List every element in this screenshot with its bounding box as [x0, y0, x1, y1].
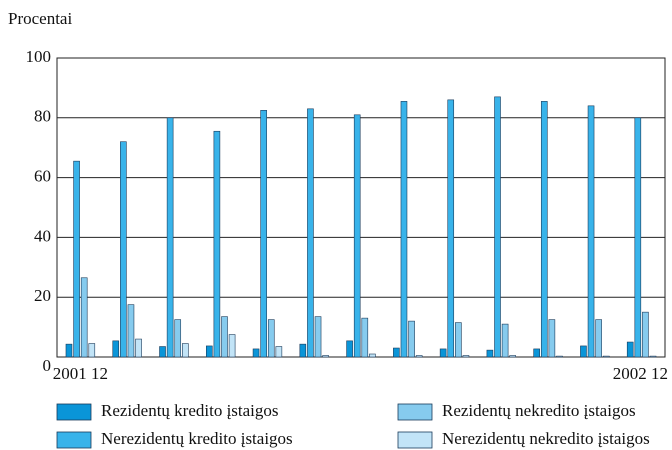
bar	[634, 117, 642, 358]
y-tick-label: 20	[34, 286, 51, 305]
bar	[228, 334, 236, 358]
bar	[120, 141, 127, 358]
bar	[267, 319, 275, 358]
bar	[174, 319, 182, 358]
bar	[415, 355, 423, 358]
bar	[580, 345, 587, 358]
bar	[221, 316, 228, 358]
y-axis-label: Procentai	[8, 9, 72, 28]
legend-swatch	[56, 431, 92, 449]
y-tick-label: 0	[43, 356, 52, 375]
bar	[455, 322, 462, 358]
bar	[400, 101, 408, 358]
bar	[462, 355, 470, 358]
bar	[369, 353, 376, 358]
bar	[322, 355, 329, 358]
bar	[595, 319, 602, 358]
bar	[112, 340, 120, 358]
bar	[447, 99, 455, 358]
bar	[509, 355, 517, 358]
y-tick-label: 40	[34, 226, 51, 245]
y-tick-label: 80	[34, 107, 51, 126]
bar	[135, 338, 142, 358]
bar	[88, 343, 96, 358]
bar	[213, 130, 221, 358]
y-tick-label: 60	[34, 167, 51, 186]
legend-label: Nerezidentų nekredito įstaigos	[442, 429, 650, 448]
bar	[587, 105, 595, 358]
legend-label: Nerezidentų kredito įstaigos	[101, 429, 293, 448]
legend-label: Rezidentų kredito įstaigos	[101, 401, 279, 420]
bar	[501, 323, 509, 358]
plot-frame	[56, 57, 666, 358]
bar	[353, 114, 361, 358]
x-tick-label: 2001 12	[53, 364, 108, 383]
bar	[80, 277, 88, 358]
bar	[361, 317, 369, 358]
bar	[159, 346, 166, 358]
bar	[486, 349, 494, 358]
bar	[65, 343, 73, 358]
bar	[408, 320, 415, 358]
bar	[533, 348, 540, 358]
bar	[642, 311, 649, 358]
bar	[205, 345, 213, 358]
legend-swatch	[56, 403, 92, 421]
bar	[260, 110, 267, 358]
bar	[649, 355, 657, 358]
y-tick-label: 100	[26, 47, 52, 66]
bar	[314, 316, 322, 358]
bar	[393, 347, 400, 358]
x-tick-label: 2002 12	[613, 364, 668, 383]
bar	[540, 101, 548, 358]
bar	[166, 117, 174, 358]
bar	[556, 355, 563, 358]
legend-swatch	[397, 403, 433, 421]
bar	[73, 160, 80, 358]
bar	[548, 319, 556, 358]
legend-label: Rezidentų nekredito įstaigos	[442, 401, 636, 420]
bar	[494, 96, 501, 358]
bar	[299, 343, 307, 358]
bar	[307, 108, 314, 358]
bar	[626, 341, 634, 358]
bar	[127, 304, 135, 358]
bar	[182, 343, 189, 358]
bar	[602, 355, 610, 358]
legend-swatch	[397, 431, 433, 449]
bar	[346, 340, 353, 358]
bar	[252, 348, 260, 358]
bar	[275, 346, 283, 358]
bar	[439, 348, 447, 358]
